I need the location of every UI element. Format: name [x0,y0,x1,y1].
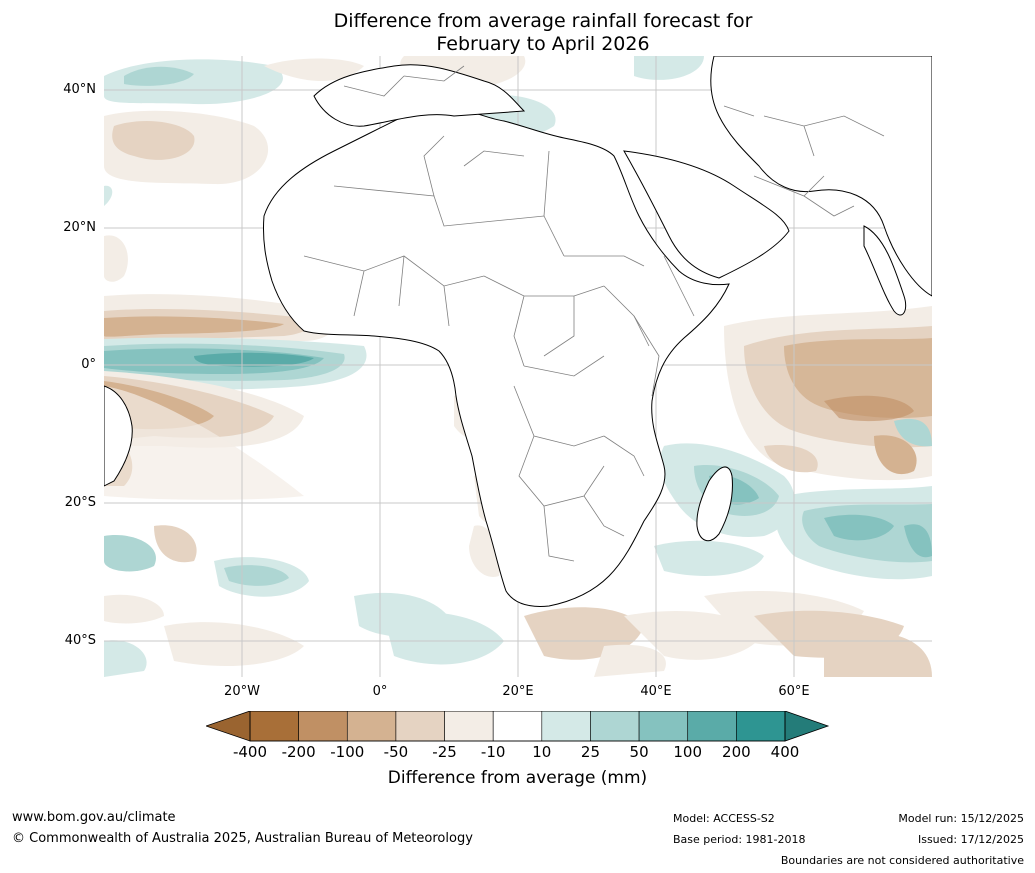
colorbar-bin-8 [638,711,689,742]
colorbar-bin-4 [444,711,494,742]
south-america-coast [104,385,133,487]
colorbar-bin-2 [346,711,397,742]
colorbar-tick-label: -200 [281,743,316,761]
colorbar-tick-label: 10 [532,743,552,761]
lon-label-60e: 60°E [778,684,810,699]
lat-label-0: 0° [81,357,96,372]
lat-label-40s: 40°S [64,633,96,648]
colorbar-bin-6 [541,711,591,742]
colorbar-tick-label: 400 [770,743,800,761]
colorbar-tick-label: 25 [580,743,600,761]
colorbar-tick-label: -25 [432,743,457,761]
lat-label-20s: 20°S [64,495,96,510]
colorbar-tick-label: 100 [673,743,703,761]
colorbar-min-extend [206,711,251,742]
arabian-peninsula [623,150,790,279]
colorbar-label: Difference from average (mm) [387,768,648,788]
colorbar-bin-3 [395,711,445,742]
lat-label-40n: 40°N [63,82,96,97]
colorbar-bin-10 [736,711,786,742]
india-coast [863,225,907,316]
footer-disclaimer: Boundaries are not considered authoritat… [780,854,1024,867]
colorbar-bin-9 [687,711,737,742]
lon-label-20w: 20°W [224,684,260,699]
europe-coast [313,64,526,127]
colorbar-bin-1 [298,711,348,742]
colorbar-tick-label: 200 [722,743,751,761]
colorbar-tick-label: -50 [383,743,409,761]
footer-model: Model: ACCESS-S2 [673,812,775,825]
footer-base-period: Base period: 1981-2018 [673,833,806,846]
colorbar-bin-7 [590,711,640,742]
colorbar-bin-0 [249,711,299,742]
madagascar-island [696,466,733,542]
colorbar-tick-label: -100 [330,743,365,761]
colorbar [206,711,830,742]
coastlines [104,56,932,607]
footer-url[interactable]: www.bom.gov.au/climate [12,810,176,825]
rainfall-map [104,56,932,677]
colorbar-tick-label: -10 [480,743,506,761]
footer-model-run: Model run: 15/12/2025 [898,812,1024,825]
title-line-2: February to April 2026 [436,33,650,55]
map-title: Difference from average rainfall forecas… [0,10,1035,56]
footer-issued: Issued: 17/12/2025 [917,833,1024,846]
asia-coast [710,56,932,297]
africa-landmass [263,109,730,607]
lon-label-20e: 20°E [502,684,534,699]
colorbar-tick-label: 50 [629,743,649,761]
lon-label-0: 0° [372,684,388,699]
colorbar-tick-label: -400 [232,743,268,761]
country-borders [303,65,885,562]
title-line-1: Difference from average rainfall forecas… [333,10,753,32]
colorbar-bin-5 [492,711,543,742]
lat-label-20n: 20°N [63,220,96,235]
footer-copyright: © Commonwealth of Australia 2025, Austra… [12,831,473,846]
colorbar-max-extend [784,711,830,742]
lon-label-40e: 40°E [640,684,672,699]
